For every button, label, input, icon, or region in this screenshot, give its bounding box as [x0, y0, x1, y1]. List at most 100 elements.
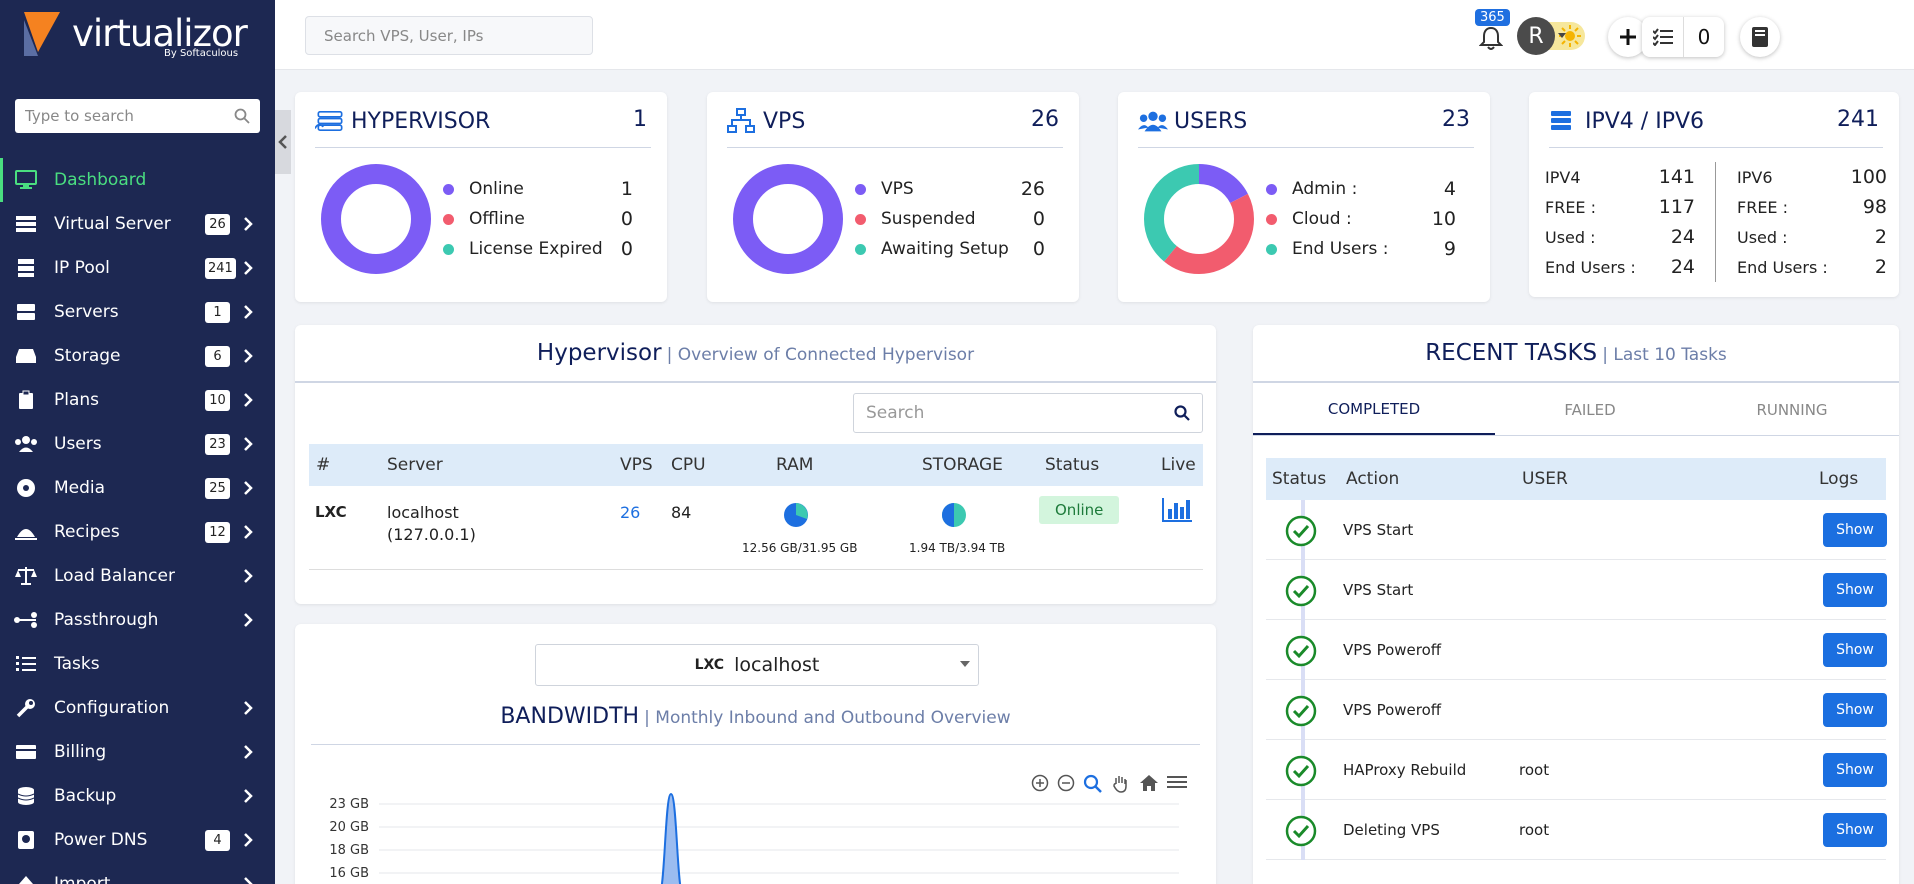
sidebar-item-storage[interactable]: Storage 6 — [0, 334, 275, 378]
home-icon[interactable] — [1139, 774, 1159, 792]
sidebar-item-billing[interactable]: Billing — [0, 730, 275, 774]
sidebar-item-import[interactable]: Import — [0, 862, 275, 884]
ip-stat-row: Used : 2 — [1737, 222, 1887, 252]
server-select[interactable]: LXC localhost — [535, 644, 979, 686]
caret-down-icon[interactable] — [1558, 33, 1566, 39]
card-total: 241 — [1837, 107, 1879, 132]
table-row: LXC localhost (127.0.0.1) 26 84 12.56 GB… — [309, 486, 1203, 570]
server-vps-count[interactable]: 26 — [620, 503, 641, 522]
logo[interactable]: virtualizor By Softaculous — [24, 12, 254, 62]
sidebar-item-configuration[interactable]: Configuration — [0, 686, 275, 730]
server-select-value: localhost — [734, 654, 820, 676]
show-logs-button[interactable]: Show — [1823, 633, 1887, 667]
chevron-right-icon — [244, 569, 253, 583]
legend-item: Suspended 0 — [855, 204, 1045, 234]
notification-count-badge: 365 — [1475, 9, 1510, 26]
vps-stat-card: VPS 26 VPS 26 Suspended 0 Awaiting Setup 0 — [707, 92, 1079, 302]
legend-value: 0 — [620, 238, 633, 260]
col-index: # — [316, 455, 331, 475]
show-logs-button[interactable]: Show — [1823, 513, 1887, 547]
server-ram: 12.56 GB/31.95 GB — [742, 541, 858, 555]
ip-stat-value: 98 — [1862, 196, 1887, 218]
legend-dot — [443, 243, 454, 255]
server-ip: (127.0.0.1) — [387, 525, 476, 544]
count-badge: 4 — [205, 830, 230, 851]
task-tabs: COMPLETED FAILED RUNNING — [1253, 385, 1899, 435]
docs-button[interactable] — [1740, 17, 1780, 57]
sitemap-icon — [727, 107, 757, 135]
search-icon[interactable] — [1174, 405, 1190, 421]
legend-item: Awaiting Setup 0 — [855, 234, 1045, 264]
zoom-select-icon[interactable] — [1083, 774, 1103, 794]
tab-running[interactable]: RUNNING — [1756, 401, 1828, 419]
server-name[interactable]: localhost — [387, 503, 459, 522]
balance-scale-icon — [14, 564, 38, 588]
legend-value: 4 — [1443, 178, 1456, 200]
sidebar-item-dashboard[interactable]: Dashboard — [0, 158, 275, 202]
sidebar-item-backup[interactable]: Backup — [0, 774, 275, 818]
tab-completed[interactable]: COMPLETED — [1253, 385, 1495, 435]
sidebar-item-power-dns[interactable]: Power DNS 4 — [0, 818, 275, 862]
add-button[interactable] — [1608, 17, 1648, 57]
legend-label: Online — [469, 179, 524, 199]
legend-item: VPS 26 — [855, 174, 1045, 204]
legend-dot — [1266, 213, 1277, 225]
ram-pie-icon — [784, 503, 808, 527]
sidebar-item-virtual-server[interactable]: Virtual Server 26 — [0, 202, 275, 246]
sidebar-item-label: Configuration — [54, 698, 170, 718]
ip-stat-value: 2 — [1874, 256, 1887, 278]
live-chart-icon[interactable] — [1161, 497, 1193, 523]
sidebar-item-servers[interactable]: Servers 1 — [0, 290, 275, 334]
sidebar-item-load-balancer[interactable]: Load Balancer — [0, 554, 275, 598]
task-user: root — [1519, 821, 1550, 839]
show-logs-button[interactable]: Show — [1823, 693, 1887, 727]
card-title: HYPERVISOR — [351, 108, 491, 134]
legend-label: Cloud : — [1292, 209, 1352, 229]
notifications-button[interactable] — [1471, 18, 1511, 58]
table-row: VPS Poweroff Show — [1266, 680, 1887, 740]
col-user: USER — [1522, 469, 1568, 489]
zoom-in-icon[interactable] — [1031, 774, 1049, 792]
sidebar-item-recipes[interactable]: Recipes 12 — [0, 510, 275, 554]
task-action: HAProxy Rebuild — [1343, 761, 1467, 779]
legend-dot — [443, 183, 454, 195]
sidebar-collapse-button[interactable] — [275, 110, 291, 174]
legend-item: Offline 0 — [443, 204, 633, 234]
pan-hand-icon[interactable] — [1111, 774, 1131, 794]
sidebar-item-ip-pool[interactable]: IP Pool 241 — [0, 246, 275, 290]
show-logs-button[interactable]: Show — [1823, 573, 1887, 607]
brand-by: By Softaculous — [164, 48, 239, 59]
ip-stat-label: FREE : — [1737, 197, 1789, 217]
legend-item: End Users : 9 — [1266, 234, 1456, 264]
legend-item: Online 1 — [443, 174, 633, 204]
card-title: IPV4 / IPV6 — [1585, 108, 1705, 134]
tasks-button[interactable]: 0 — [1642, 17, 1724, 57]
sidebar-item-users[interactable]: Users 23 — [0, 422, 275, 466]
show-logs-button[interactable]: Show — [1823, 753, 1887, 787]
sidebar-item-plans[interactable]: Plans 10 — [0, 378, 275, 422]
search-icon[interactable] — [234, 108, 250, 124]
hypervisor-search-input[interactable] — [866, 403, 1156, 423]
donut-slice — [1144, 164, 1254, 274]
legend-label: Awaiting Setup — [881, 239, 1009, 259]
zoom-out-icon[interactable] — [1057, 774, 1075, 792]
task-action: VPS Start — [1343, 521, 1414, 539]
server-select-type: LXC — [694, 657, 725, 673]
global-search-input[interactable] — [305, 16, 593, 55]
sidebar-item-media[interactable]: Media 25 — [0, 466, 275, 510]
show-logs-button[interactable]: Show — [1823, 813, 1887, 847]
task-user: root — [1519, 761, 1550, 779]
menu-icon[interactable] — [1167, 774, 1187, 790]
tab-failed[interactable]: FAILED — [1564, 401, 1616, 419]
donut-slice — [1144, 164, 1254, 274]
legend-label: Suspended — [881, 209, 976, 229]
legend-item: Cloud : 10 — [1266, 204, 1456, 234]
sidebar-item-tasks[interactable]: Tasks — [0, 642, 275, 686]
sidebar-item-passthrough[interactable]: Passthrough — [0, 598, 275, 642]
ip-stat-row: FREE : 98 — [1737, 192, 1887, 222]
user-avatar[interactable]: R — [1517, 17, 1555, 55]
sidebar-item-label: Import — [54, 874, 111, 884]
panel-title: RECENT TASKS — [1425, 340, 1598, 366]
sidebar-search-input[interactable] — [25, 107, 225, 125]
check-circle-icon — [1285, 755, 1317, 787]
